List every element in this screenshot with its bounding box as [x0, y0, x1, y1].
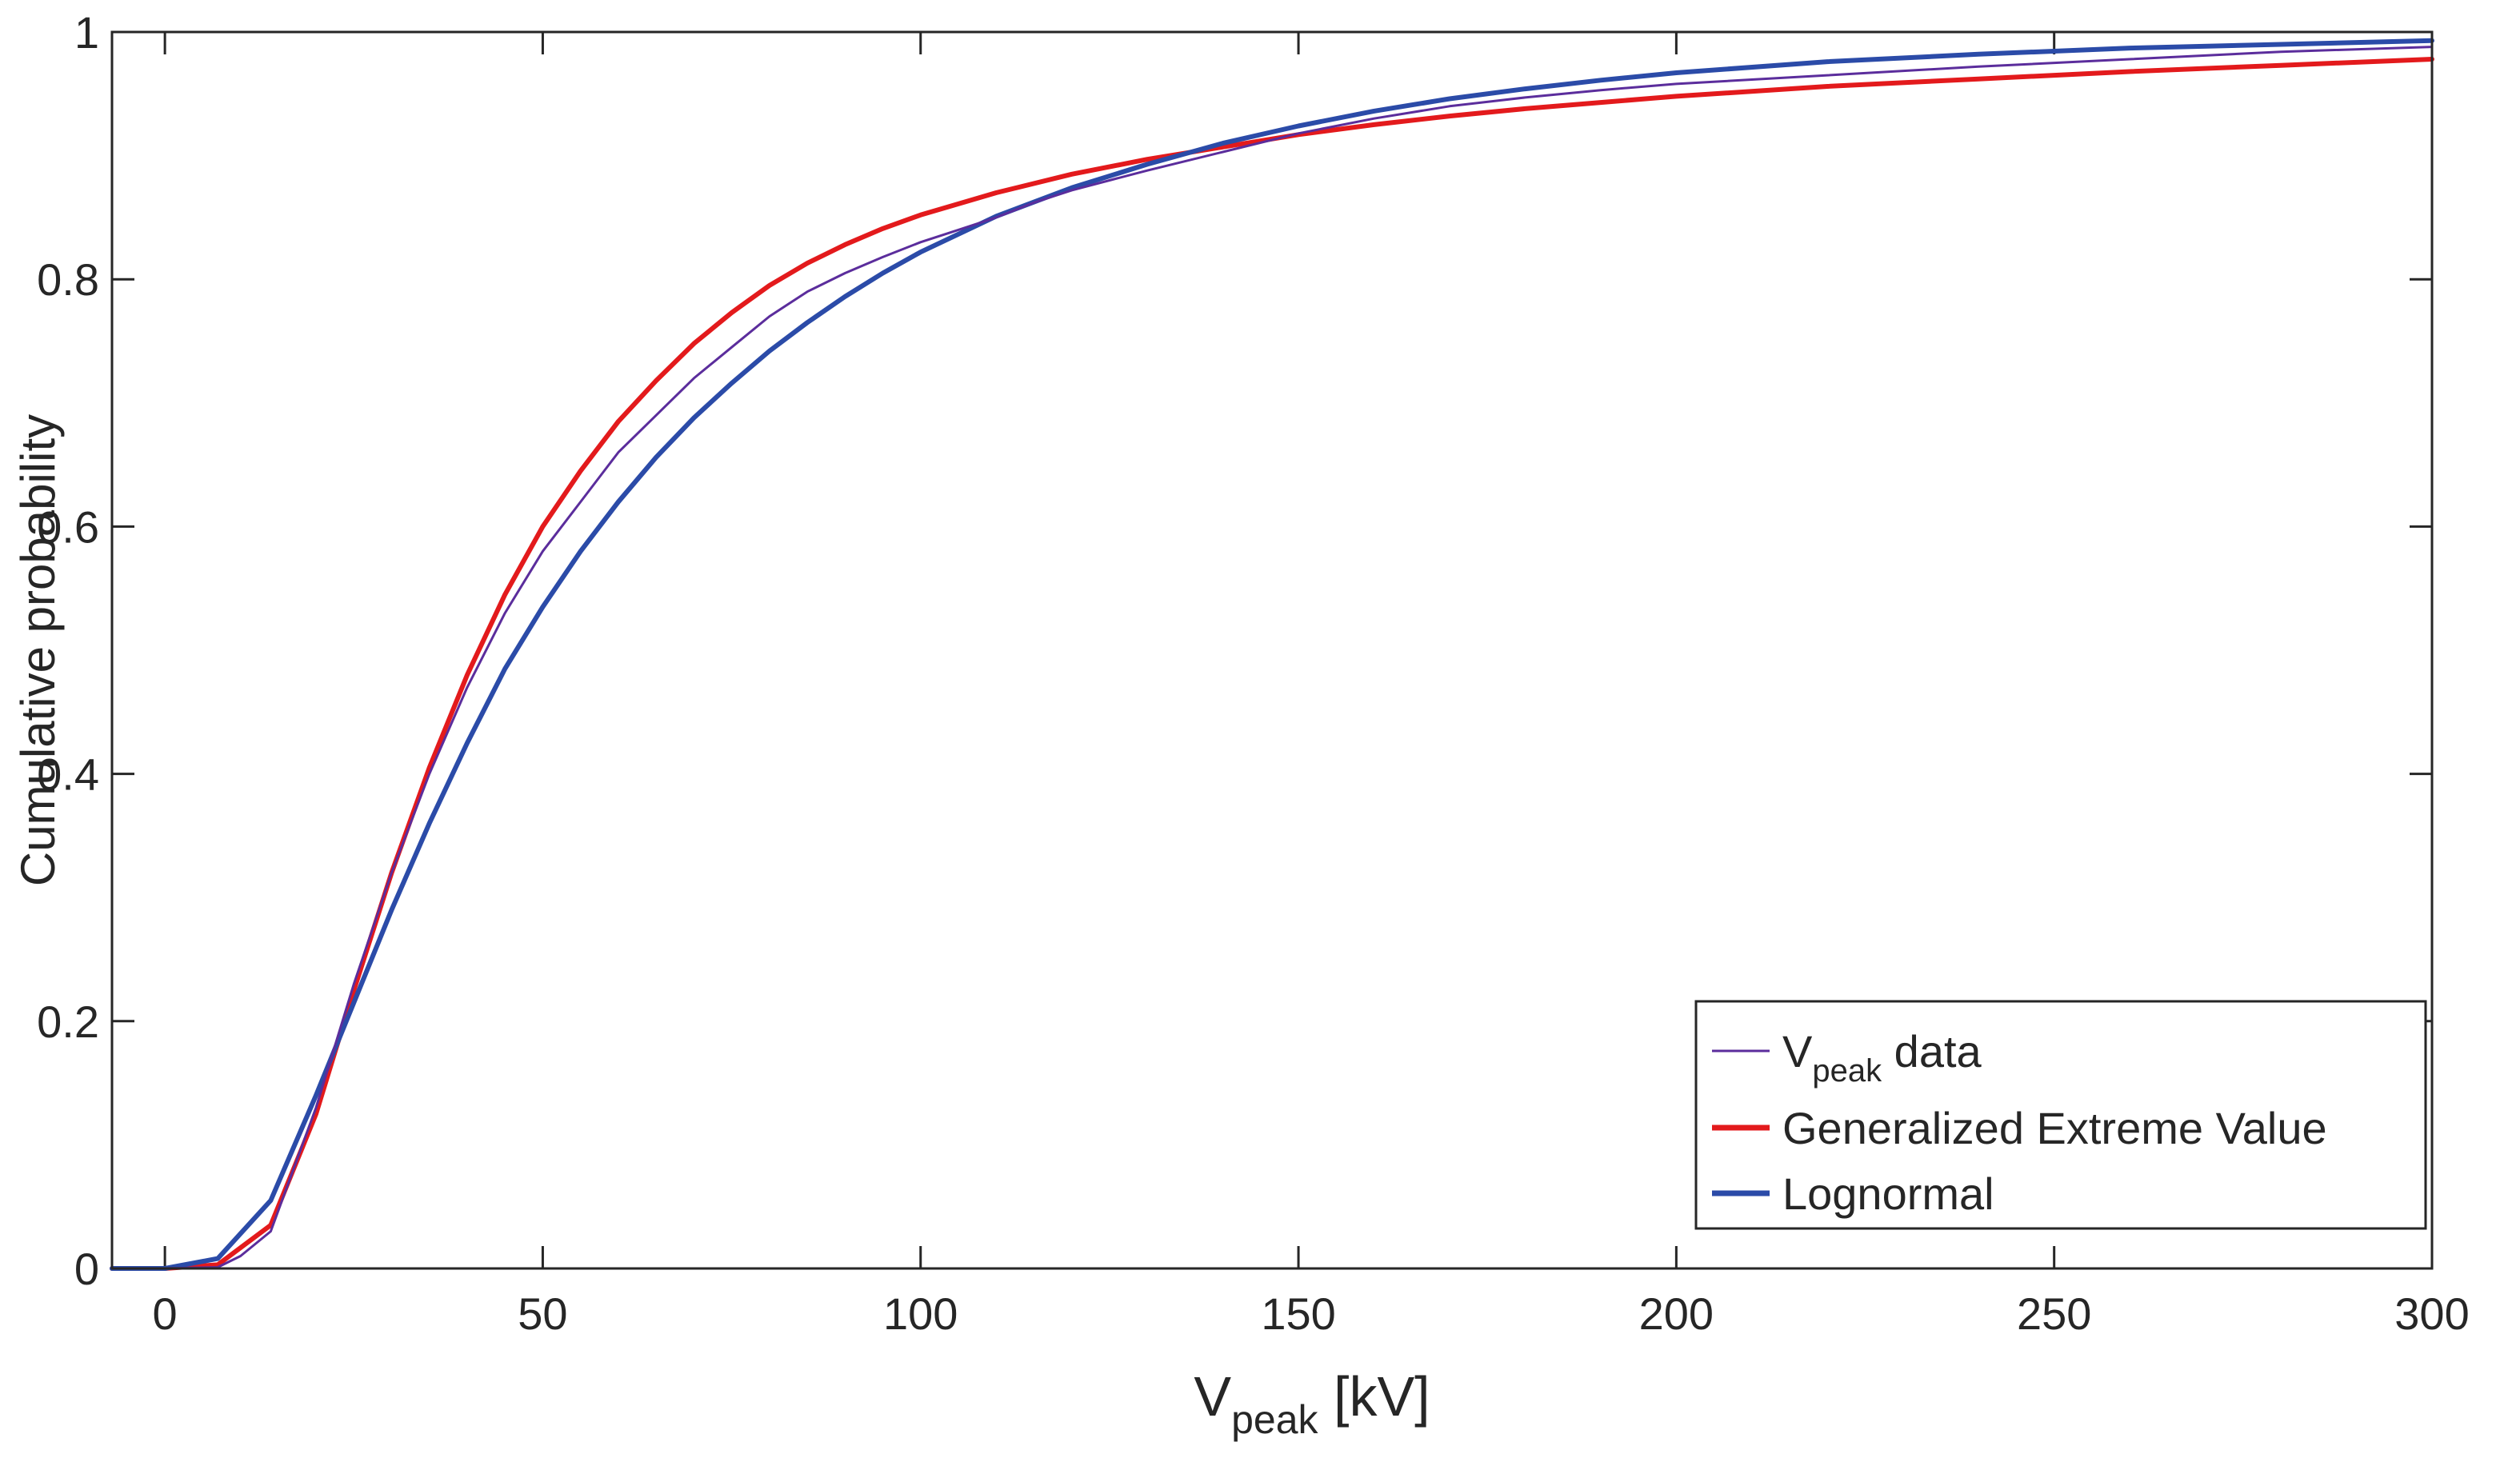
plot-area-frame: [110, 30, 2434, 1270]
x-tick-label-150: 150: [1261, 1288, 1335, 1339]
x-tick-label-300: 300: [2394, 1288, 2469, 1339]
y-tick-label-2: 0.4: [37, 749, 99, 800]
y-tick-label-1: 0.2: [37, 997, 99, 1047]
legend-label-lognormal: Lognormal: [1782, 1168, 1994, 1219]
x-axis-label-rest: [kV]: [1318, 1365, 1430, 1428]
y-axis-label: Cumulative probability: [11, 414, 65, 886]
y-tick-label-4: 0.8: [37, 254, 99, 305]
legend-label-vpeak-rest: data: [1882, 1026, 1982, 1077]
legend-label-vpeak-main: V: [1782, 1026, 1813, 1077]
x-axis-label-subscript: peak: [1231, 1397, 1318, 1442]
y-tick-label-5: 1: [74, 7, 99, 58]
legend-box: [1694, 1000, 2427, 1230]
series-line-vpeak-data: [110, 46, 2434, 1270]
y-tick-label-3: 0.6: [37, 501, 99, 552]
series-layer: [110, 38, 2434, 1271]
legend: Vpeak data Generalized Extreme Value Log…: [1694, 1000, 2427, 1230]
series-line-lognormal: [110, 38, 2434, 1271]
legend-label-gev: Generalized Extreme Value: [1782, 1103, 2327, 1153]
x-tick-label-0: 0: [153, 1288, 178, 1339]
x-tick-label-100: 100: [883, 1288, 958, 1339]
x-tick-label-200: 200: [1639, 1288, 1714, 1339]
legend-label-vpeak-data: Vpeak data: [1782, 1026, 1982, 1089]
x-tick-label-250: 250: [2017, 1288, 2091, 1339]
x-axis-label-main: V: [1194, 1365, 1231, 1428]
x-tick-label-50: 50: [518, 1288, 567, 1339]
x-axis-label: Vpeak [kV]: [1194, 1365, 1430, 1442]
y-tick-labels: 0 0.2 0.4 0.6 0.8 1: [37, 7, 99, 1294]
y-tick-label-0: 0: [74, 1244, 99, 1294]
legend-label-vpeak-subscript: peak: [1812, 1053, 1882, 1089]
x-tick-labels: 0 50 100 150 200 250 300: [153, 1288, 2470, 1339]
